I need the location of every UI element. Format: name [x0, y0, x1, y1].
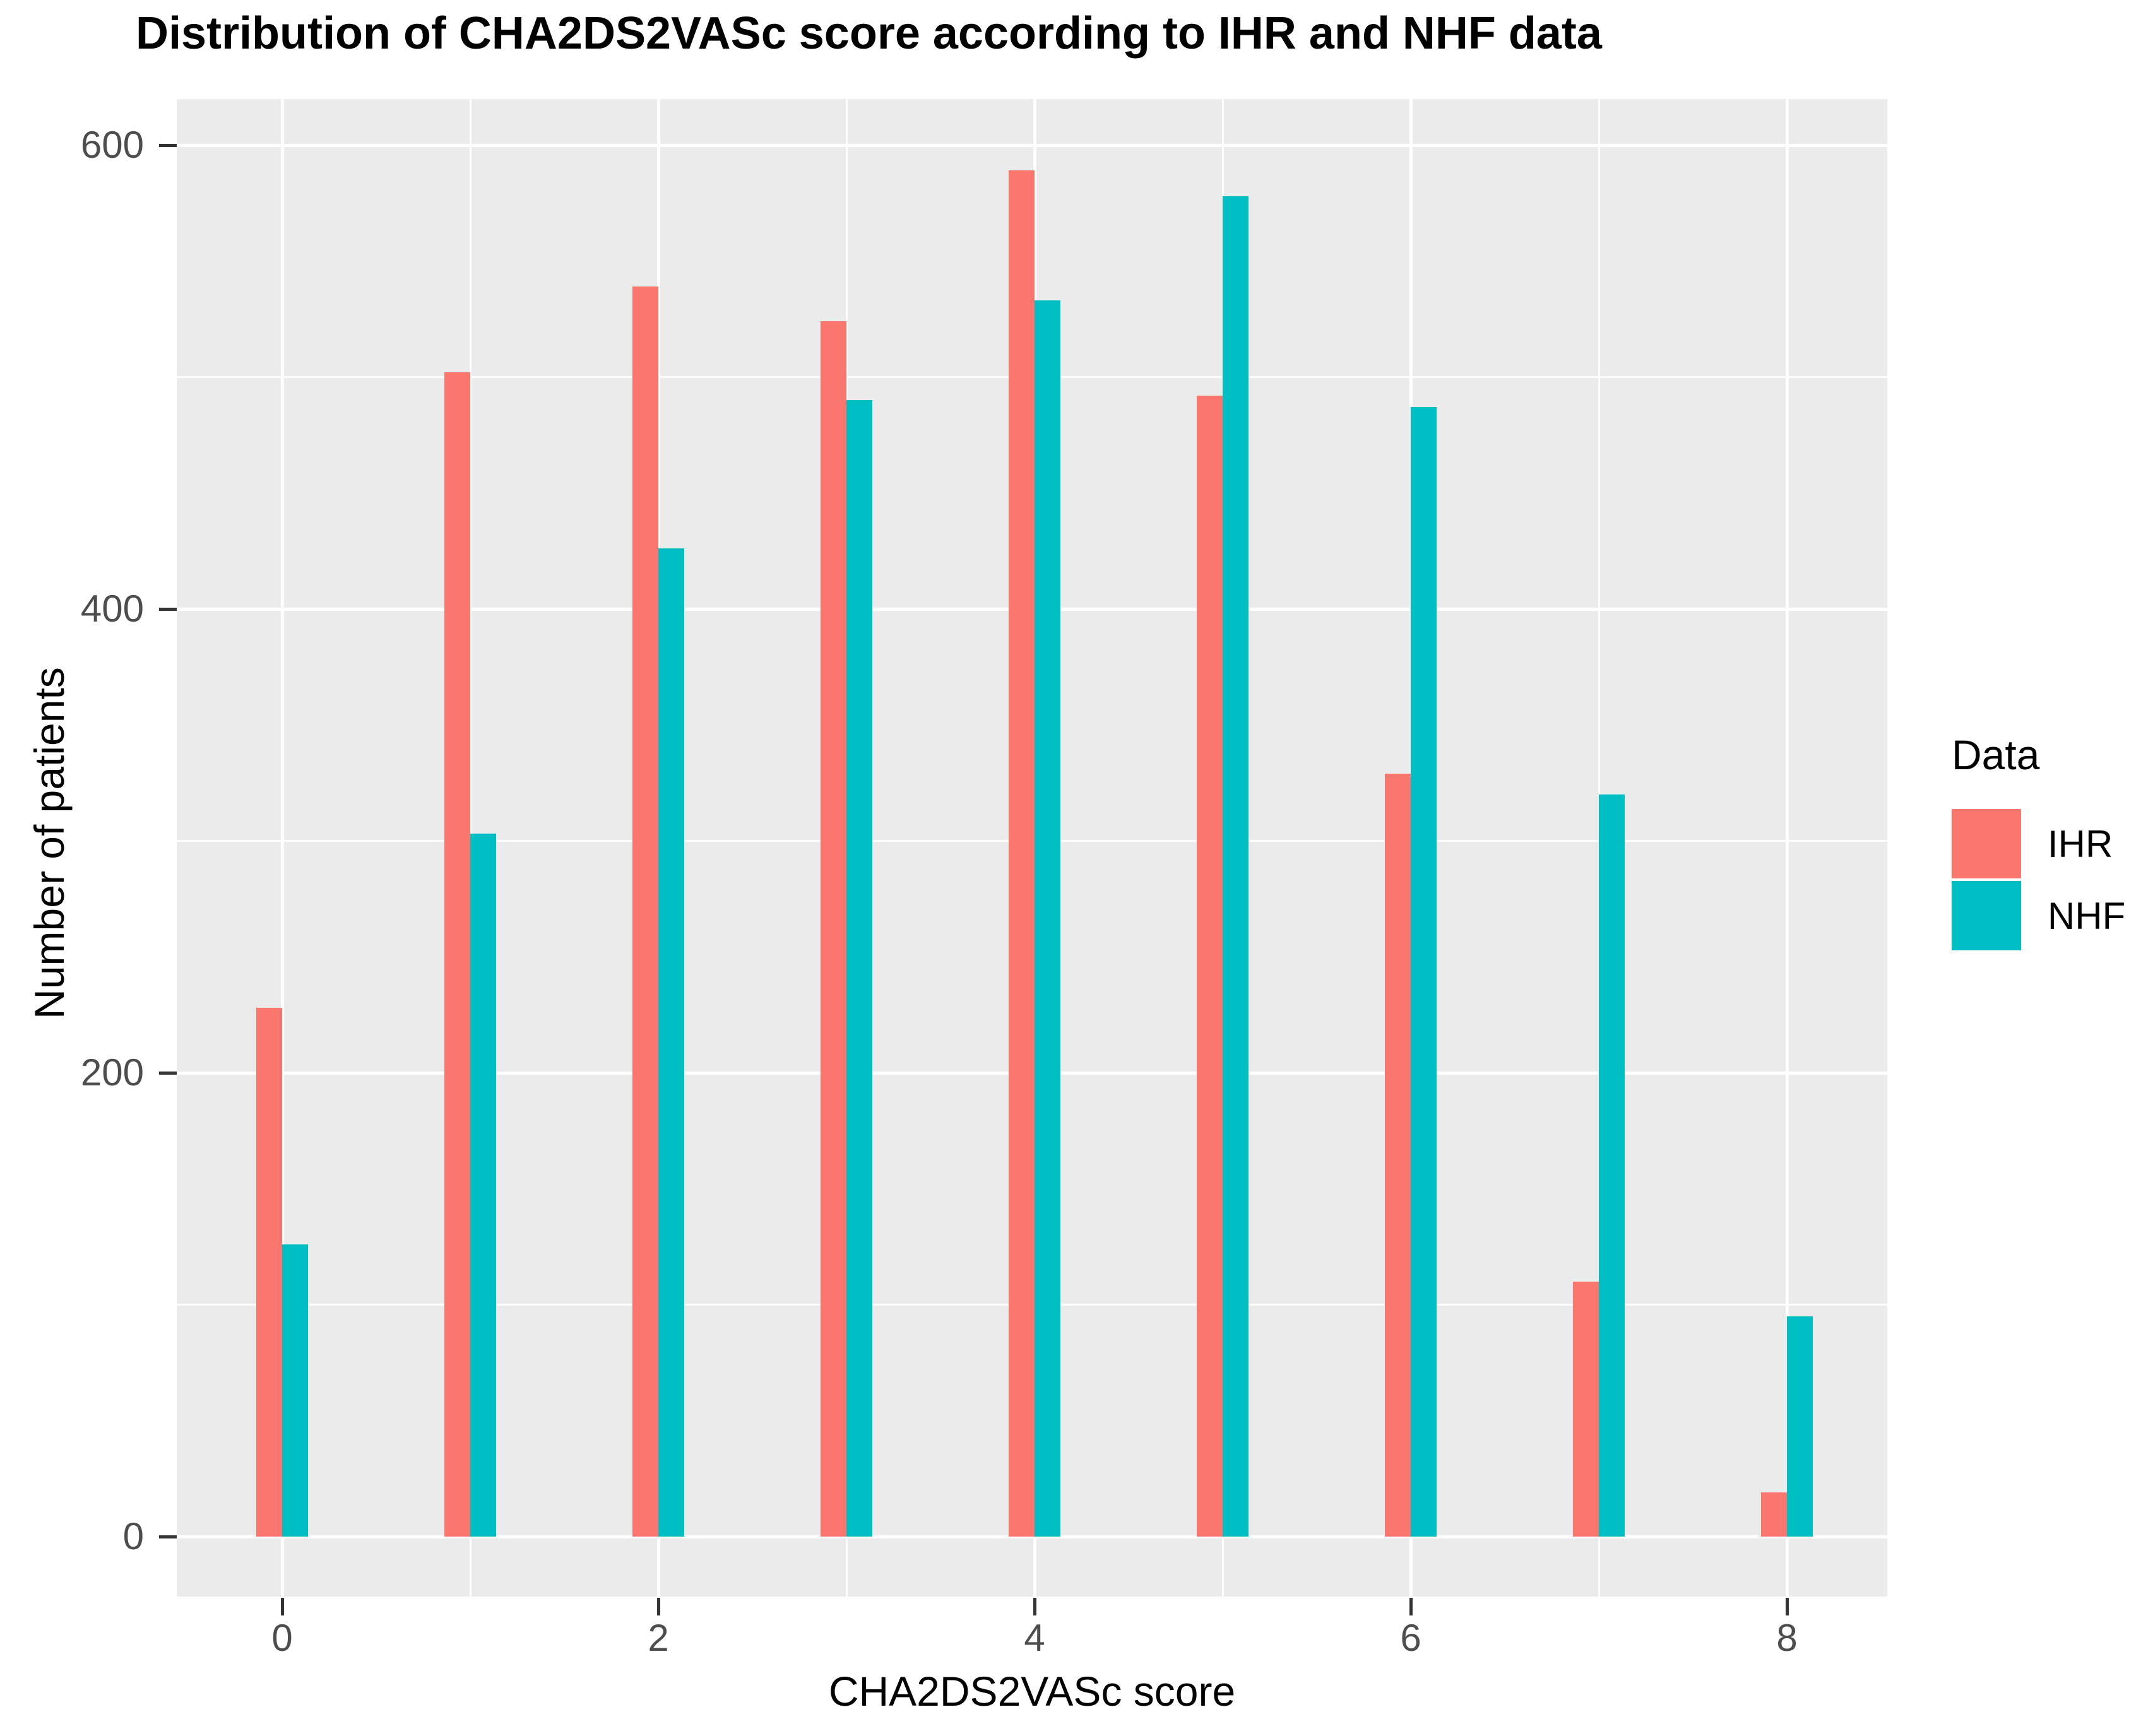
x-tick-label: 0	[271, 1617, 293, 1659]
bar-nhf-8	[1787, 1316, 1813, 1537]
legend-label-ihr: IHR	[2048, 822, 2113, 865]
bar-ihr-6	[1385, 773, 1411, 1537]
legend-label-nhf: NHF	[2048, 894, 2126, 937]
bar-nhf-4	[1035, 300, 1060, 1537]
x-major-gridline	[1785, 99, 1789, 1597]
legend-entry-nhf: NHF	[1952, 881, 2153, 950]
y-tick-mark	[159, 1071, 177, 1075]
y-tick-label: 400	[80, 588, 144, 630]
x-tick-mark	[656, 1598, 660, 1615]
bar-nhf-5	[1223, 196, 1249, 1537]
bar-nhf-7	[1599, 794, 1625, 1537]
legend-title: Data	[1952, 731, 2040, 778]
x-tick-label: 2	[648, 1617, 669, 1659]
y-tick-mark	[159, 1535, 177, 1538]
legend: Data IHR NHF	[1952, 731, 2153, 953]
bar-nhf-1	[470, 834, 496, 1537]
x-tick-label: 8	[1776, 1617, 1798, 1659]
y-tick-label: 200	[80, 1051, 144, 1094]
bar-ihr-1	[444, 372, 470, 1537]
x-tick-mark	[280, 1598, 284, 1615]
x-axis-title: CHA2DS2VASc score	[828, 1668, 1236, 1715]
bar-ihr-4	[1009, 170, 1035, 1537]
bar-nhf-6	[1411, 407, 1437, 1537]
y-tick-label: 600	[80, 124, 144, 166]
bar-nhf-0	[282, 1244, 308, 1537]
x-tick-label: 4	[1024, 1617, 1045, 1659]
chart-title: Distribution of CHA2DS2VASc score accord…	[136, 8, 1602, 59]
legend-swatch-ihr	[1952, 809, 2021, 878]
bar-ihr-2	[632, 286, 658, 1537]
legend-entry-ihr: IHR	[1952, 809, 2153, 878]
x-major-gridline	[280, 99, 284, 1597]
x-tick-label: 6	[1400, 1617, 1421, 1659]
x-tick-mark	[1785, 1598, 1789, 1615]
bar-nhf-3	[846, 400, 872, 1537]
legend-swatch-nhf	[1952, 881, 2021, 950]
bar-nhf-2	[658, 548, 684, 1537]
y-axis-title: Number of patients	[26, 667, 73, 1019]
y-tick-label: 0	[122, 1515, 144, 1557]
x-tick-mark	[1409, 1598, 1413, 1615]
bar-ihr-0	[256, 1008, 282, 1537]
y-tick-mark	[159, 143, 177, 147]
bar-ihr-5	[1197, 395, 1223, 1537]
y-major-gridline	[177, 143, 1887, 147]
bar-ihr-3	[821, 321, 846, 1537]
x-tick-mark	[1033, 1598, 1036, 1615]
y-major-gridline	[177, 1535, 1887, 1538]
bar-ihr-7	[1573, 1281, 1599, 1537]
y-tick-mark	[159, 607, 177, 611]
bar-ihr-8	[1761, 1492, 1787, 1537]
